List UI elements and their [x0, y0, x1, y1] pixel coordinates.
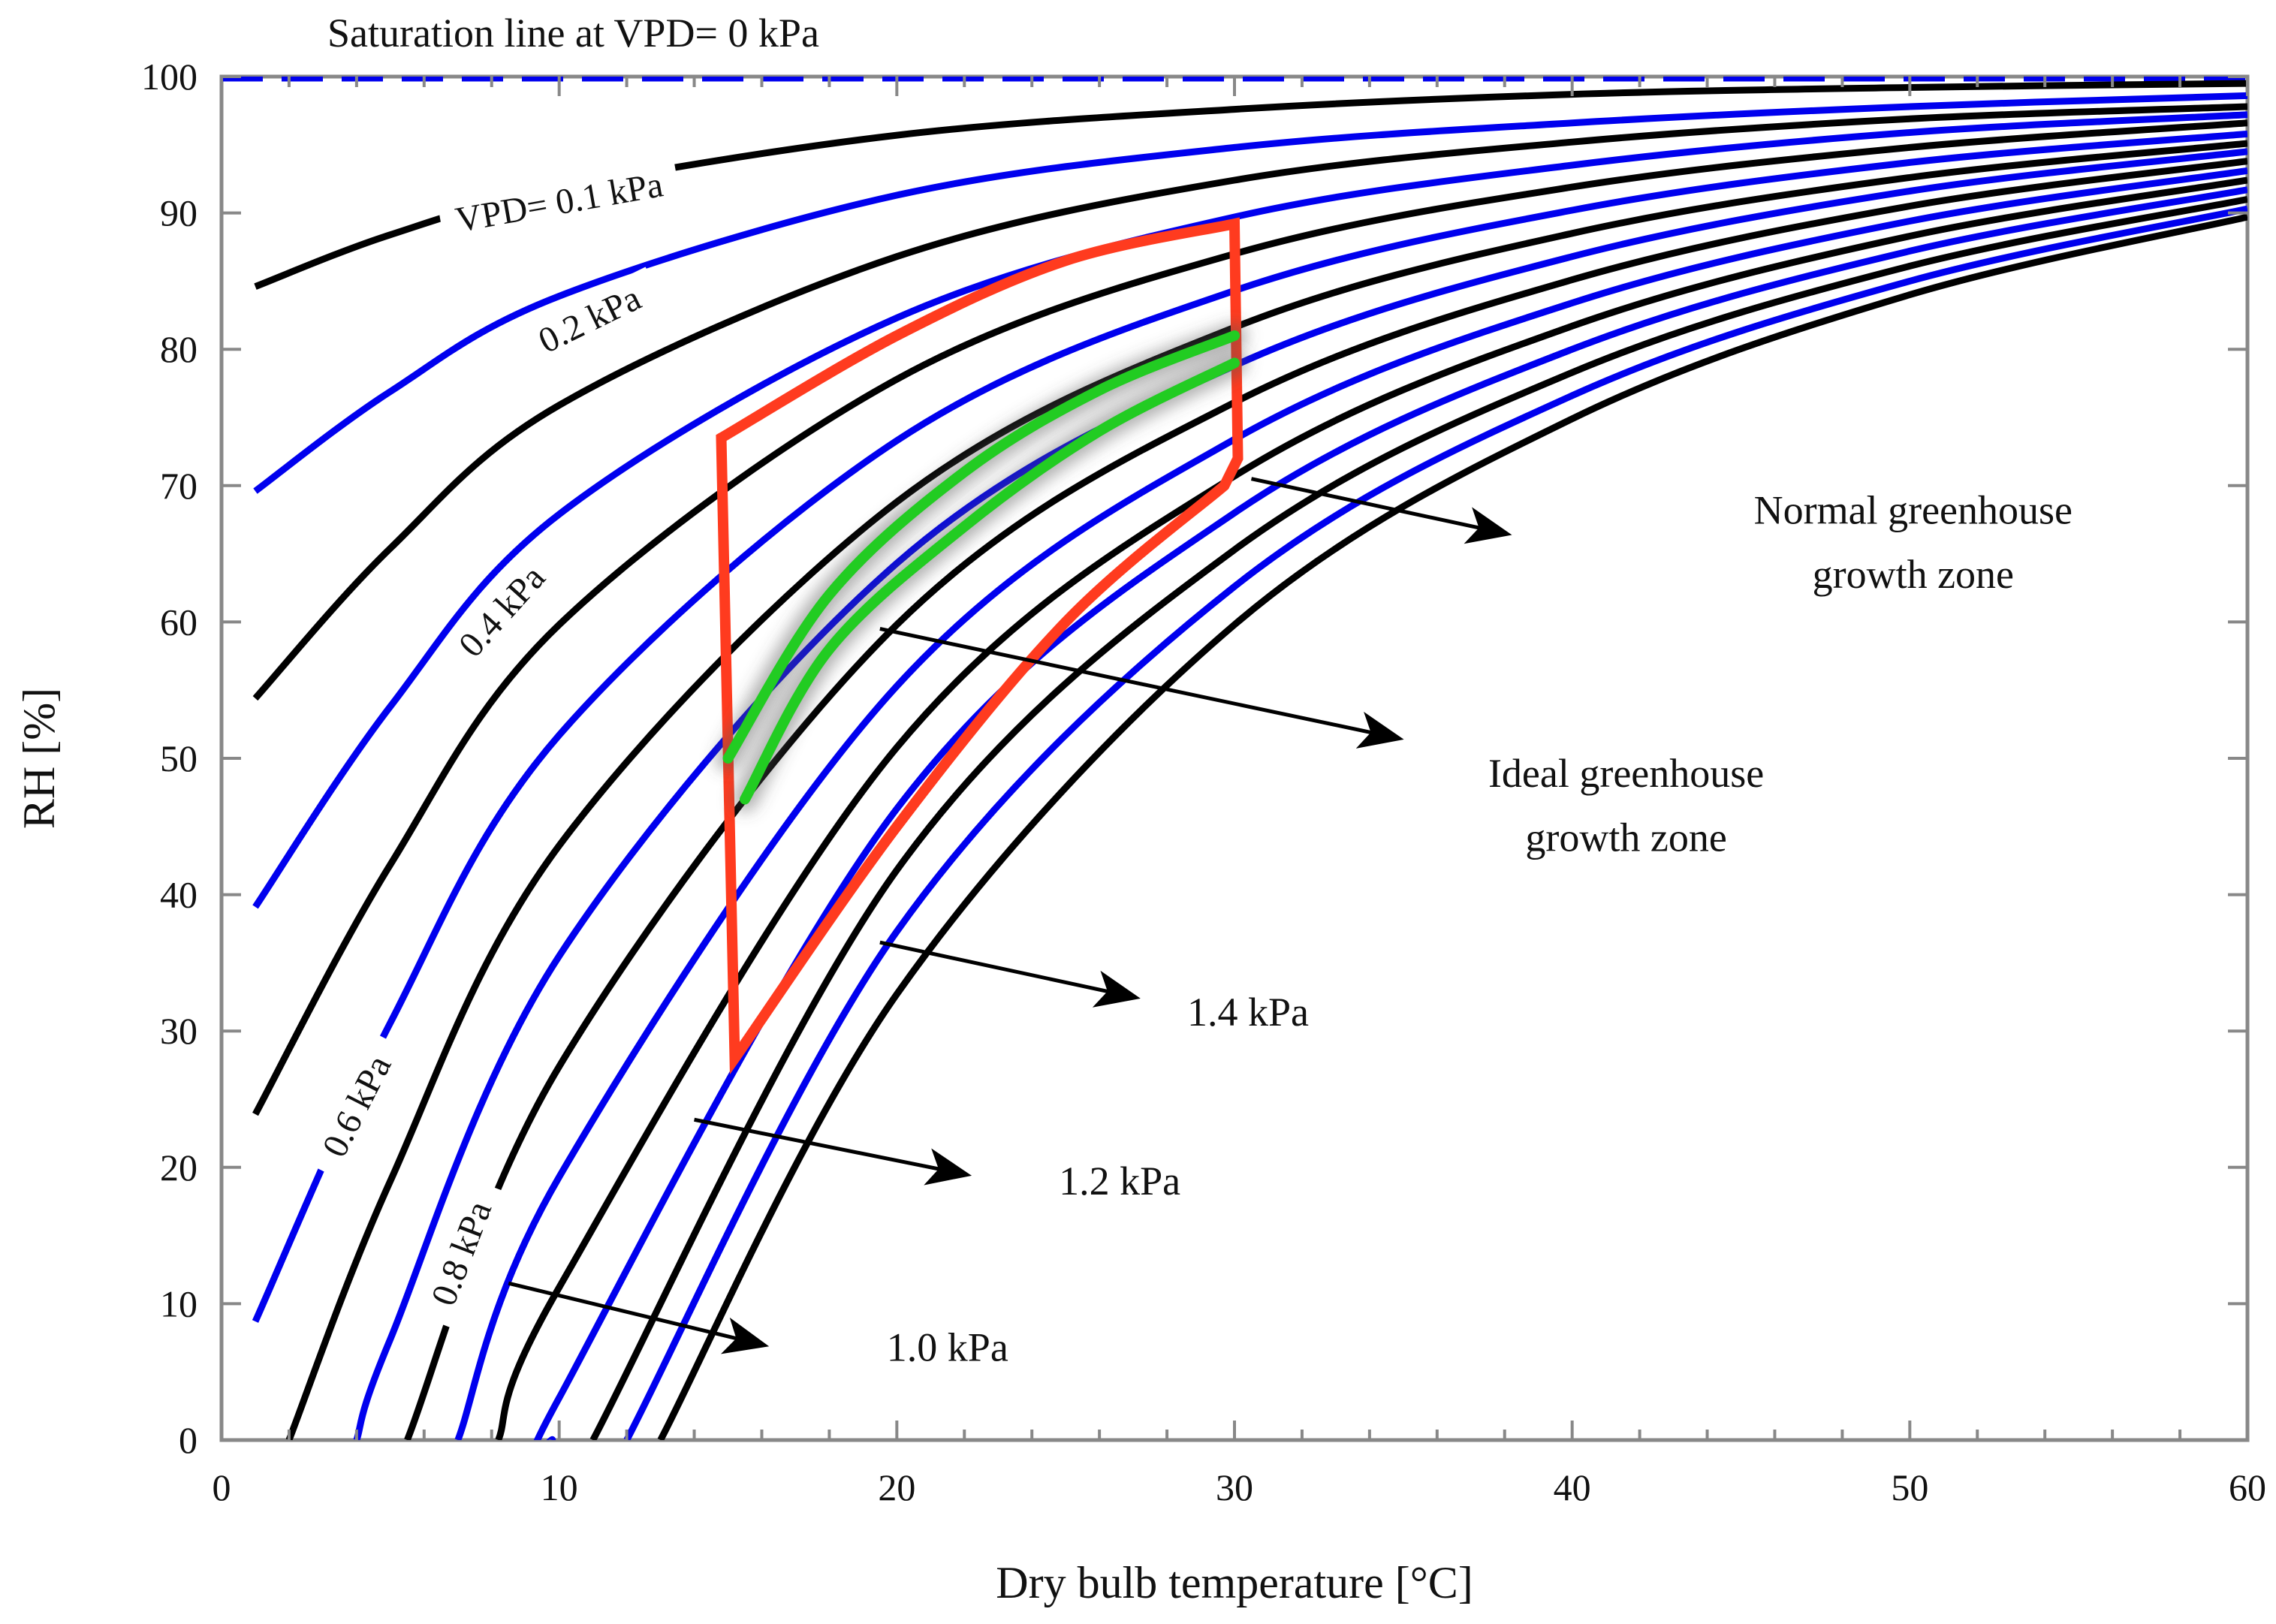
- vpd-curve-0-3: [252, 103, 2247, 701]
- annotation-arrow: [879, 940, 1141, 1008]
- annotation-text: Normal greenhouse: [1754, 488, 2073, 533]
- vpd-curve-1-2: [533, 186, 2247, 1440]
- x-tick-label: 60: [2229, 1466, 2266, 1508]
- x-tick-label: 20: [878, 1466, 915, 1508]
- annotation-arrow: [694, 1117, 972, 1186]
- x-tick-label: 10: [541, 1466, 578, 1508]
- annotations: Normal greenhouse growth zone Ideal greenh…: [508, 477, 2073, 1370]
- y-tick-label: 20: [160, 1146, 197, 1189]
- y-tick-label: 60: [160, 601, 197, 643]
- vpd-curve-0-5: [252, 119, 2247, 1116]
- annotation-text: 1.0 kPa: [887, 1325, 1008, 1370]
- annotation-text: Ideal greenhouse: [1488, 751, 1764, 796]
- annotation-text: 1.2 kPa: [1059, 1158, 1180, 1204]
- curve-label-bg: [414, 1177, 509, 1330]
- curve-label-bg: [436, 158, 682, 246]
- y-tick-label: 30: [160, 1010, 197, 1052]
- y-tick-label: 100: [141, 56, 197, 98]
- x-tick-label: 30: [1216, 1466, 1253, 1508]
- vpd-curves: [222, 77, 2247, 1440]
- axis-ticks: 0 10 20 30 40 50 60 0 10 20 30 40 50 60 70 80 90 100: [141, 56, 2266, 1508]
- curve-label: 0.2 kPa: [532, 278, 647, 361]
- vpd-curve-1: [454, 167, 2247, 1440]
- y-tick-label: 90: [160, 192, 197, 234]
- y-tick-label: 80: [160, 328, 197, 370]
- growth-zones: [715, 217, 1247, 1075]
- annotation-arrow: [879, 627, 1404, 749]
- y-tick-label: 10: [160, 1282, 197, 1324]
- curve-label-group: 0.8 kPa: [414, 1177, 509, 1330]
- annotation-text: growth zone: [1525, 815, 1726, 860]
- ideal-zone-band-0: [722, 330, 1240, 764]
- y-axis-title: RH [%]: [14, 688, 64, 829]
- curve-label-bg: [514, 267, 665, 372]
- x-tick-label: 50: [1891, 1466, 1928, 1508]
- y-tick-label: 0: [179, 1419, 197, 1461]
- curve-label-bg: [436, 541, 568, 681]
- annotation-arrow: [1250, 477, 1512, 544]
- curve-label-group: VPD= 0.1 kPa: [436, 158, 682, 246]
- y-tick-label: 70: [160, 465, 197, 507]
- x-tick-label: 40: [1554, 1466, 1591, 1508]
- y-tick-label: 50: [160, 737, 197, 779]
- vpd-curve-1-4: [623, 205, 2247, 1440]
- x-axis-title: Dry bulb temperature [°C]: [996, 1558, 1473, 1607]
- curve-label-bg: [303, 1030, 410, 1182]
- ideal-zone-band-1: [740, 357, 1240, 805]
- chart-title: Saturation line at VPD= 0 kPa: [327, 11, 819, 56]
- curve-label-group: 0.6 kPa: [303, 1030, 410, 1182]
- normal-growth-zone-outline: [716, 217, 1244, 1075]
- vpd-curve-0-2: [253, 92, 2247, 494]
- annotation-arrow: [508, 1281, 770, 1354]
- annotation-text: 1.4 kPa: [1187, 990, 1309, 1035]
- curve-label: 0.6 kPa: [315, 1049, 399, 1163]
- x-tick-label: 0: [213, 1466, 231, 1508]
- vpd-curve-0-6: [252, 130, 2247, 1323]
- vpd-curve-1-3: [589, 195, 2247, 1440]
- vpd-curve-1-5: [657, 213, 2247, 1440]
- annotation-text: growth zone: [1813, 552, 2014, 597]
- vpd-curve-0-9: [404, 158, 2247, 1440]
- y-tick-label: 40: [160, 874, 197, 916]
- curve-label: VPD= 0.1 kPa: [453, 164, 666, 240]
